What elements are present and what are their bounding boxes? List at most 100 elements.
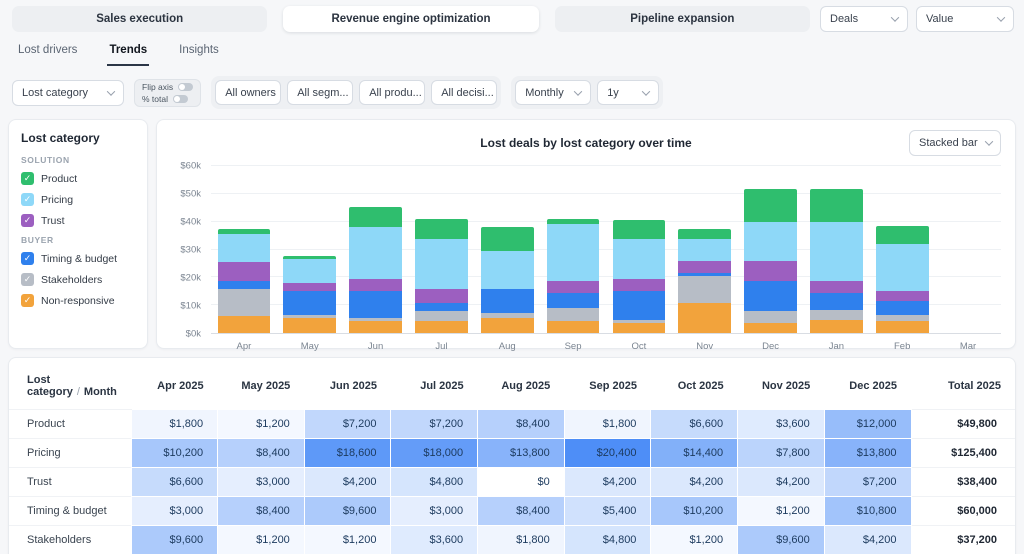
bar-segment-product xyxy=(217,228,271,234)
value-select[interactable]: Value xyxy=(916,6,1014,32)
column-header-sep-2025: Sep 2025 xyxy=(589,380,637,392)
checkbox-icon: ✓ xyxy=(21,294,34,307)
legend-item-product[interactable]: ✓ Product xyxy=(21,172,135,185)
bar-slot-jun xyxy=(343,166,409,333)
bar-segment-product xyxy=(546,218,600,224)
time-filter-group: Monthly 1y xyxy=(511,76,664,109)
bar-segment-stakeholders xyxy=(480,312,534,318)
column-header-may-2025: May 2025 xyxy=(241,380,291,392)
decision-filter-select[interactable]: All decisi... xyxy=(431,80,498,105)
bar-slot-jul xyxy=(408,166,474,333)
bar-segment-timing-budget xyxy=(678,272,732,276)
chevron-down-icon xyxy=(890,13,900,22)
heat-cell: $4,200 xyxy=(303,467,392,497)
bar-segment-trust xyxy=(810,280,863,293)
bar-segment-stakeholders xyxy=(546,307,600,322)
total-cell: $38,400 xyxy=(911,467,1015,497)
heat-cell: $8,400 xyxy=(217,438,305,468)
checkbox-icon: ✓ xyxy=(21,273,34,286)
heat-cell: $4,200 xyxy=(737,467,825,497)
heat-cell: $6,600 xyxy=(650,409,739,439)
bar-segment-stakeholders xyxy=(875,314,929,322)
metric-select[interactable]: Deals xyxy=(820,6,908,32)
chart-plot xyxy=(211,165,1001,334)
segment-pipeline-expansion[interactable]: Pipeline expansion xyxy=(554,6,810,32)
bar-slot-nov xyxy=(672,166,738,333)
x-tick-label: Sep xyxy=(564,341,582,352)
bar-slot-feb xyxy=(869,166,935,333)
heat-cell: $3,600 xyxy=(737,409,825,439)
products-filter-select[interactable]: All produ... xyxy=(359,80,426,105)
table-body: Product $1,800 $1,200 $7,200 $7,200 $8,400 $1,… xyxy=(9,409,1015,554)
legend-item-timing-budget[interactable]: ✓ Timing & budget xyxy=(21,252,135,265)
chart-plot-column: Apr May Jun Jul Aug Sep Oct Nov Dec Jan Feb Mar xyxy=(211,165,1001,352)
column-header-dec-2025: Dec 2025 xyxy=(849,380,897,392)
legend-item-non-responsive[interactable]: ✓ Non-responsive xyxy=(21,294,135,307)
legend-item-pricing[interactable]: ✓ Pricing xyxy=(21,193,135,206)
gridline xyxy=(211,276,1001,278)
bar-segment-trust xyxy=(349,279,402,291)
table-row-timing-budget: Timing & budget $3,000 $8,400 $9,600 $3,000 $… xyxy=(9,496,1015,526)
tab-lost-drivers[interactable]: Lost drivers xyxy=(18,44,78,56)
stacked-bar-dec xyxy=(744,166,797,333)
total-cell: $49,800 xyxy=(911,409,1015,439)
tab-insights[interactable]: Insights xyxy=(179,44,219,56)
stacked-bar-sep xyxy=(546,166,600,333)
checkbox-icon: ✓ xyxy=(21,214,34,227)
heat-cell: $9,600 xyxy=(130,525,219,554)
bar-segment-trust xyxy=(546,280,600,293)
bar-segment-timing-budget xyxy=(875,301,929,315)
column-header-jul-2025: Jul 2025 xyxy=(420,380,464,392)
bar-segment-non-responsive xyxy=(283,317,337,333)
bar-segment-pricing xyxy=(875,244,929,292)
bar-segment-pricing xyxy=(415,238,468,290)
segments-filter-value: All segm... xyxy=(297,86,349,99)
range-select[interactable]: 1y xyxy=(597,80,660,105)
legend-group-label: BUYER xyxy=(21,235,54,245)
percent-total-label: % total xyxy=(142,93,168,104)
legend-item-stakeholders[interactable]: ✓ Stakeholders xyxy=(21,273,135,286)
heat-cell: $10,800 xyxy=(823,496,912,526)
heat-cell: $1,200 xyxy=(217,409,305,439)
gridline xyxy=(211,192,1001,194)
bar-slot-oct xyxy=(606,166,672,333)
percent-total-toggle[interactable]: % total xyxy=(142,94,193,104)
x-tick-label: Apr xyxy=(236,341,252,352)
chart-type-select[interactable]: Stacked bar xyxy=(909,130,1001,156)
table-card: Lost category / Month Apr 2025 May 2025 Jun 2… xyxy=(8,357,1016,554)
bar-segment-product xyxy=(810,188,863,223)
chevron-down-icon xyxy=(573,86,583,96)
tab-trends[interactable]: Trends xyxy=(107,44,150,66)
stacked-bar-aug xyxy=(480,166,534,333)
heat-cell: $10,200 xyxy=(650,496,739,526)
corner-separator: / xyxy=(76,386,80,398)
heat-cell: $13,800 xyxy=(477,438,565,468)
bar-segment-product xyxy=(678,228,732,239)
period-select[interactable]: Monthly xyxy=(515,80,592,105)
segment-sales-execution[interactable]: Sales execution xyxy=(12,6,268,32)
segment-revenue-engine-optimization[interactable]: Revenue engine optimization xyxy=(283,6,539,32)
bar-segment-stakeholders xyxy=(810,309,863,320)
x-tick-label: Mar xyxy=(959,341,977,352)
heat-cell: $4,200 xyxy=(563,467,652,497)
bar-segment-timing-budget xyxy=(744,280,797,312)
value-select-value: Value xyxy=(926,13,954,25)
owners-filter-select[interactable]: All owners xyxy=(215,80,282,105)
column-header-aug-2025: Aug 2025 xyxy=(501,380,551,392)
bar-segment-product xyxy=(612,220,666,239)
flip-axis-label: Flip axis xyxy=(142,81,174,92)
flip-axis-toggle[interactable]: Flip axis xyxy=(142,81,194,92)
segments-filter-select[interactable]: All segm... xyxy=(287,80,354,105)
stacked-bar-mar xyxy=(942,166,995,333)
legend-item-trust[interactable]: ✓ Trust xyxy=(21,214,135,227)
stacked-bar-feb xyxy=(875,166,929,333)
bar-slot-aug xyxy=(474,166,540,333)
heat-cell: $13,800 xyxy=(823,438,912,468)
gridline xyxy=(211,248,1001,250)
dimension-select[interactable]: Lost category xyxy=(12,79,124,106)
corner-label-right: Month xyxy=(83,386,117,398)
heat-cell: $3,000 xyxy=(390,496,479,526)
bar-segment-product xyxy=(744,188,797,223)
topbar-selects: Deals Value xyxy=(820,6,1014,32)
chevron-down-icon xyxy=(996,13,1006,22)
